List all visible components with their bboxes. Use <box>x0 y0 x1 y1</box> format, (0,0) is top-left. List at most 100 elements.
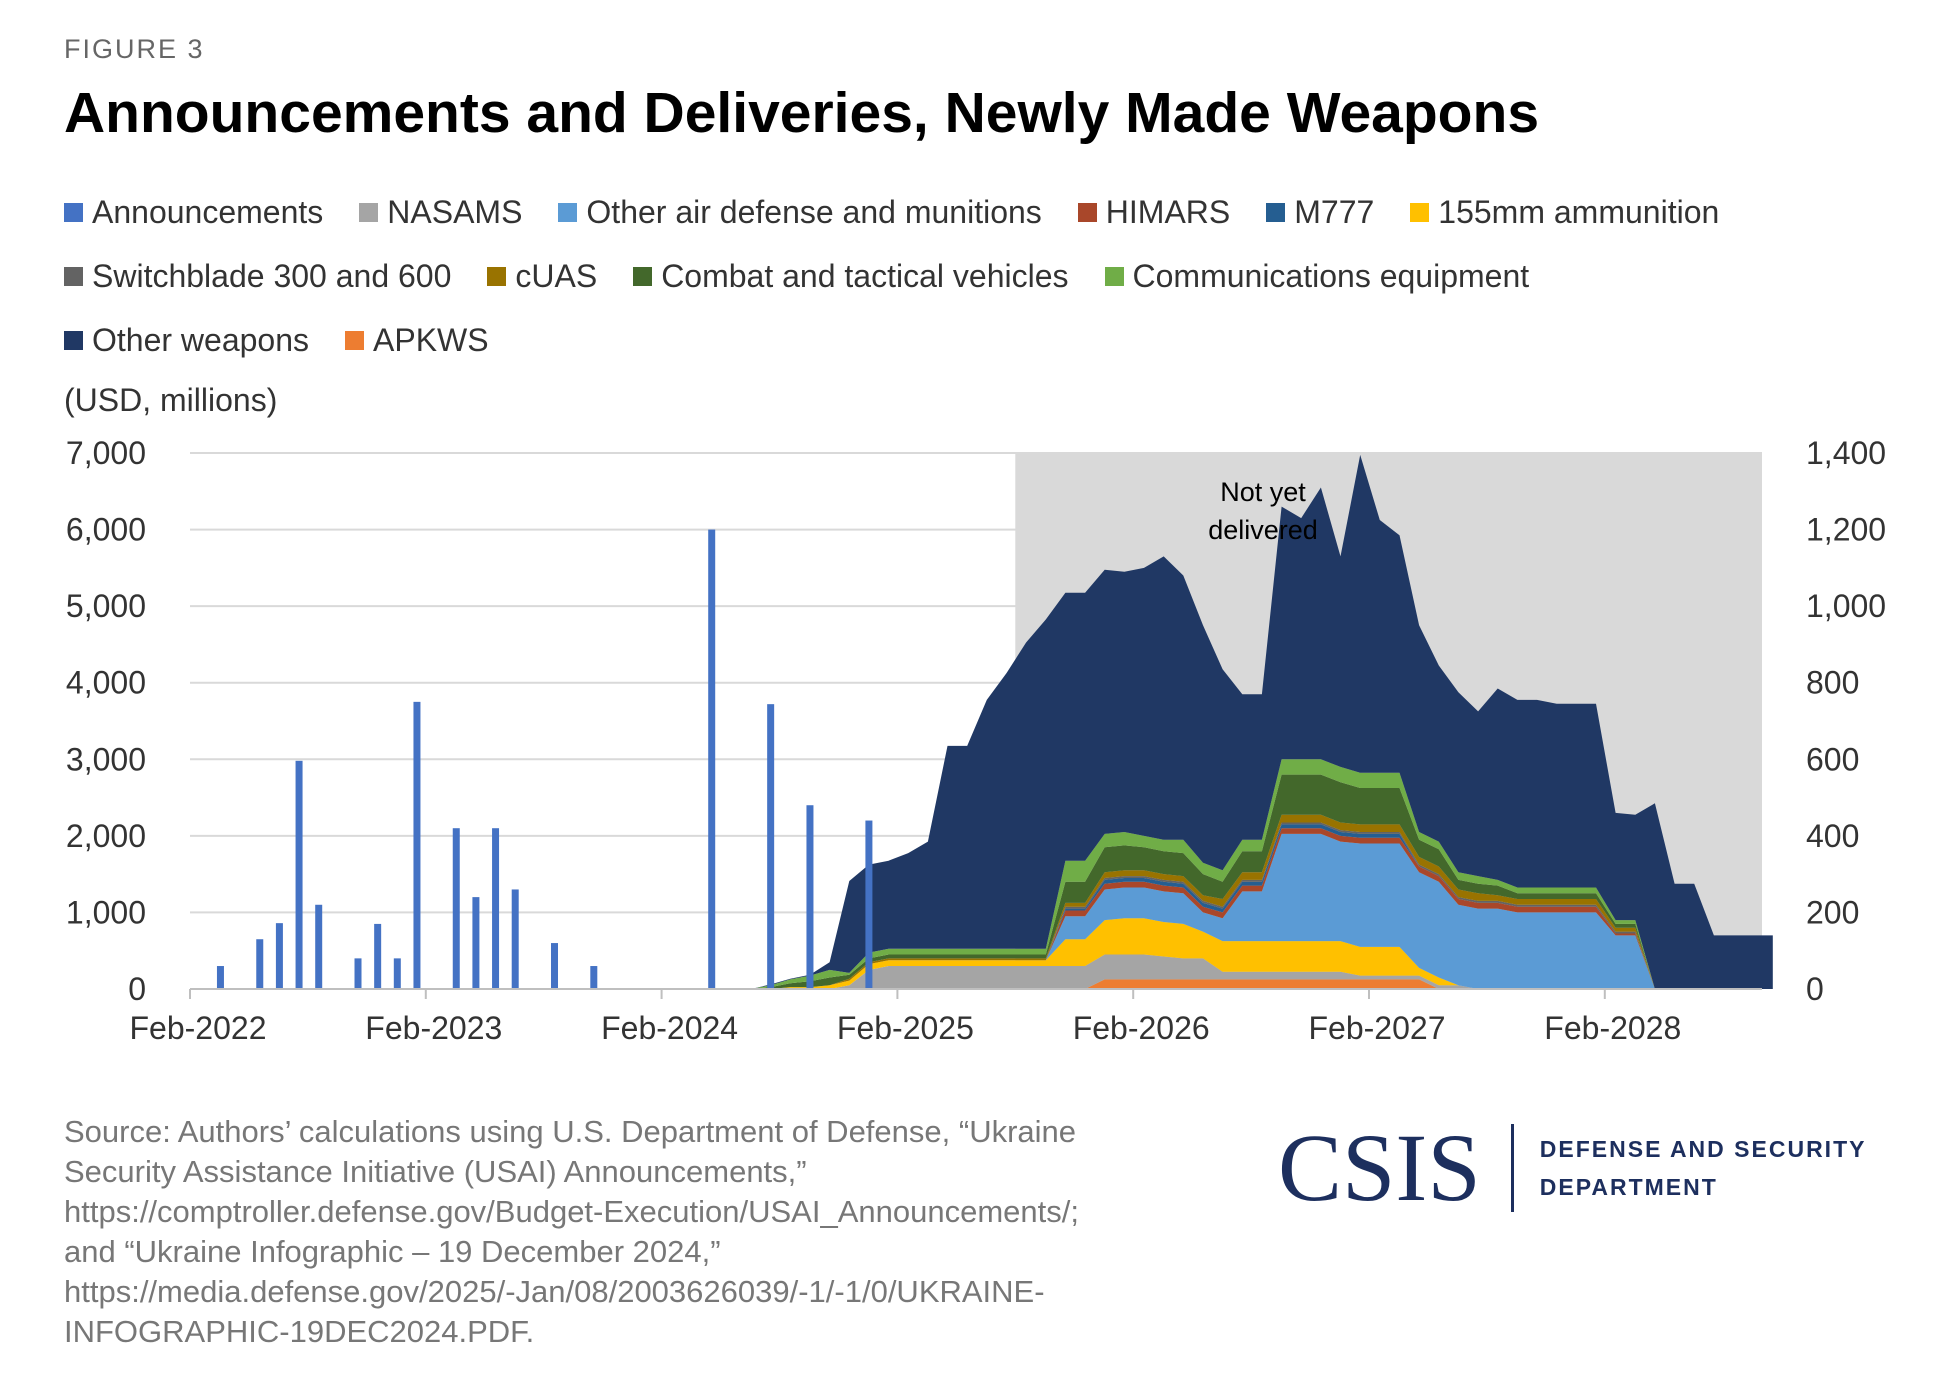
right-axis-tick-label: 1,000 <box>1806 588 1886 624</box>
legend: Announcements NASAMS Other air defense and… <box>64 180 1904 372</box>
chart-title: Announcements and Deliveries, Newly Made… <box>64 81 1540 145</box>
legend-label: 155mm ammunition <box>1438 193 1720 230</box>
announcement-bar <box>865 820 873 989</box>
announcement-bar <box>767 704 775 989</box>
right-axis-tick-label: 0 <box>1806 971 1824 1007</box>
left-axis-unit-label: (USD, millions) <box>64 382 278 418</box>
left-axis-tick-label: 4,000 <box>66 665 146 701</box>
announcement-bar <box>590 966 598 989</box>
not-yet-delivered-annotation-line-1: Not yet <box>1220 477 1306 507</box>
logo-department-line-1: DEFENSE AND SECURITY <box>1539 1136 1867 1162</box>
left-axis-tick-label: 1,000 <box>66 894 146 930</box>
x-axis-tick-label: Feb-2023 <box>365 1010 502 1046</box>
logo-divider <box>1510 1124 1514 1212</box>
legend-item: Other weapons <box>64 322 309 359</box>
legend-item: M777 <box>1266 194 1374 231</box>
area-other-weapons <box>751 454 1773 989</box>
legend-row: Other weapons APKWS <box>64 308 1904 372</box>
right-axis-tick-label: 400 <box>1806 818 1859 854</box>
x-axis-tick-label: Feb-2022 <box>130 1010 267 1046</box>
legend-label: cUAS <box>515 257 598 294</box>
not-yet-delivered-annotation-line-2: delivered <box>1208 515 1318 545</box>
legend-item: Switchblade 300 and 600 <box>64 258 451 295</box>
legend-label: Other weapons <box>92 321 310 358</box>
announcement-bar <box>413 701 421 989</box>
legend-item: Combat and tactical vehicles <box>633 257 1069 295</box>
source-note: Source: Authors’ calculations using U.S.… <box>64 1114 1079 1349</box>
legend-item: Communications equipment <box>1104 257 1530 295</box>
legend-item: APKWS <box>345 322 489 359</box>
left-axis-tick-label: 2,000 <box>66 818 146 854</box>
logo-wordmark: CSIS <box>1278 1114 1481 1221</box>
announcement-bar <box>315 904 323 989</box>
right-axis-tick-label: 200 <box>1806 894 1859 930</box>
left-axis-tick-label: 3,000 <box>66 741 146 777</box>
left-axis-tick-label: 6,000 <box>66 512 146 548</box>
legend-label: Other air defense and munitions <box>586 193 1042 230</box>
legend-item: 155mm ammunition <box>1410 194 1719 231</box>
area-155mm-ammunition <box>751 918 1773 989</box>
legend-item: HIMARS <box>1077 193 1231 231</box>
announcement-bar <box>216 966 224 989</box>
legend-row: Announcements NASAMS Other air defense and… <box>64 180 1904 244</box>
legend-item: cUAS <box>487 258 597 295</box>
legend-label: M777 <box>1294 193 1375 230</box>
area-cuas <box>751 814 1773 989</box>
area-himars <box>751 828 1773 989</box>
legend-label: Switchblade 300 and 600 <box>92 257 452 294</box>
announcement-bar <box>511 889 519 989</box>
area-nasams <box>751 954 1773 989</box>
x-axis-tick-label: Feb-2028 <box>1544 1010 1681 1046</box>
legend-swatch <box>1104 266 1124 286</box>
legend-label: HIMARS <box>1105 193 1231 230</box>
x-axis-tick-label: Feb-2024 <box>601 1010 738 1046</box>
right-axis-tick-label: 1,400 <box>1806 435 1886 471</box>
right-axis-tick-label: 600 <box>1806 741 1859 777</box>
legend-item: Announcements <box>64 194 323 231</box>
legend-item: Other air defense and munitions <box>558 193 1042 231</box>
legend-swatch <box>1266 202 1286 222</box>
announcement-bar <box>708 529 716 989</box>
legend-item: NASAMS <box>359 194 522 231</box>
legend-label: NASAMS <box>387 193 523 230</box>
announcement-bar <box>295 760 303 989</box>
announcement-bar <box>551 943 559 989</box>
legend-label: Communications equipment <box>1132 257 1530 294</box>
legend-swatch <box>633 266 653 286</box>
right-axis-tick-label: 800 <box>1806 665 1859 701</box>
legend-swatch <box>359 202 379 222</box>
area-other-air-defense-and-munitions <box>751 833 1773 989</box>
announcement-bar <box>452 828 460 989</box>
area-apkws <box>751 979 1773 989</box>
right-axis-tick-label: 1,200 <box>1806 512 1886 548</box>
left-axis-tick-label: 5,000 <box>66 588 146 624</box>
legend-swatch <box>64 266 83 286</box>
left-axis-tick-label: 7,000 <box>66 435 146 471</box>
legend-swatch <box>64 202 83 222</box>
announcement-bar <box>275 923 283 989</box>
csis-logo: CSIS DEFENSE AND SECURITY DEPARTMENT <box>1278 1118 1866 1218</box>
legend-label: Announcements <box>92 193 324 230</box>
left-axis-tick-label: 0 <box>128 971 146 1007</box>
announcement-bar <box>472 897 480 989</box>
figure-label: FIGURE 3 <box>64 34 205 64</box>
legend-swatch <box>345 330 365 350</box>
legend-swatch <box>487 266 507 286</box>
announcement-bar <box>806 805 814 989</box>
x-axis-tick-label: Feb-2027 <box>1309 1010 1446 1046</box>
logo-department-line-2: DEPARTMENT <box>1539 1174 1718 1200</box>
x-axis-tick-label: Feb-2025 <box>837 1010 974 1046</box>
announcement-bar <box>393 958 401 989</box>
legend-label: APKWS <box>373 321 489 358</box>
legend-row: Switchblade 300 and 600 cUAS Combat and ta… <box>64 244 1904 308</box>
announcement-bar <box>354 958 362 989</box>
legend-label: Combat and tactical vehicles <box>661 257 1069 294</box>
announcement-bar <box>374 923 382 989</box>
area-switchblade-300-and-600 <box>751 822 1773 989</box>
legend-swatch <box>1410 202 1430 222</box>
announcement-bar <box>492 828 500 989</box>
legend-swatch <box>64 330 83 350</box>
announcement-bar <box>256 939 264 989</box>
legend-swatch <box>558 202 578 222</box>
